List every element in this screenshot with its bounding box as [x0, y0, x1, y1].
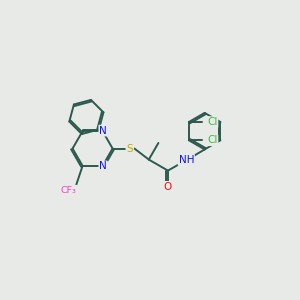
Text: O: O: [164, 182, 172, 192]
Text: NH: NH: [178, 155, 194, 165]
Text: N: N: [99, 126, 107, 136]
Text: Cl: Cl: [207, 135, 217, 145]
Text: S: S: [126, 143, 133, 154]
Text: CF₃: CF₃: [61, 186, 76, 195]
Text: N: N: [99, 161, 107, 172]
Text: Cl: Cl: [207, 117, 217, 127]
